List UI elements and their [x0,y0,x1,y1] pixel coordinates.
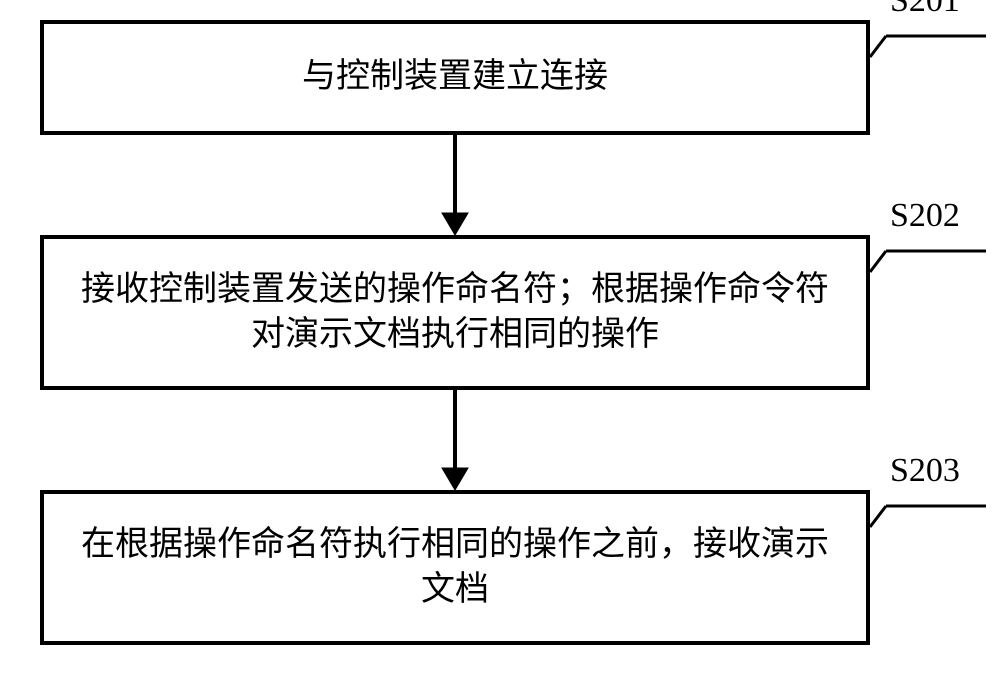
flow-step-s201-text: 与控制装置建立连接 [302,55,608,99]
flowchart-canvas: 与控制装置建立连接 接收控制装置发送的操作命名符；根据操作命令符对演示文档执行相… [0,0,1000,686]
flow-step-s201: 与控制装置建立连接 [40,20,870,135]
step-label-s203: S203 [890,452,960,490]
flow-step-s202: 接收控制装置发送的操作命名符；根据操作命令符对演示文档执行相同的操作 [40,235,870,390]
step-label-s201: S201 [890,0,960,20]
flow-step-s202-text: 接收控制装置发送的操作命名符；根据操作命令符对演示文档执行相同的操作 [74,268,836,356]
step-label-s202: S202 [890,197,960,235]
flow-step-s203: 在根据操作命名符执行相同的操作之前，接收演示文档 [40,490,870,645]
flow-step-s203-text: 在根据操作命名符执行相同的操作之前，接收演示文档 [74,523,836,611]
